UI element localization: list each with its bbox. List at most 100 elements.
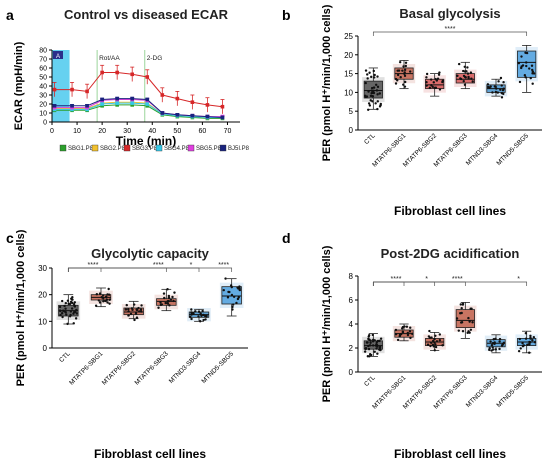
data-point [190,313,193,316]
data-point [145,75,150,79]
y-tick-label: 25 [344,32,353,41]
data-point [371,338,375,341]
y-tick-label: 2 [349,344,354,353]
x-tick-label: MTND5-SBG5 [495,374,530,409]
injection-a-box [53,51,63,59]
data-point [133,303,136,306]
data-point [124,308,128,311]
data-point [197,310,201,314]
data-point [502,87,505,90]
data-point [532,335,536,339]
data-point [372,91,376,95]
data-point [401,330,405,334]
y-tick-label: 6 [349,296,354,305]
data-point [130,96,135,101]
data-point [139,308,143,311]
data-point [376,344,379,347]
data-point [499,88,502,91]
data-point [379,348,382,352]
data-point [406,331,410,335]
data-point [108,298,111,301]
data-point [364,69,368,72]
data-point [371,344,375,347]
data-point [220,115,225,120]
data-point [403,85,407,88]
data-point [498,347,501,351]
box-body [123,307,144,316]
data-point [434,345,438,349]
data-point [400,327,404,330]
y-tick-label: 4 [349,320,354,329]
data-point [369,339,372,342]
data-point [131,308,134,312]
data-point [115,96,119,101]
x-tick-label: MTATP6-SBG3 [433,374,469,410]
significance-label: **** [452,276,463,283]
data-point [398,60,402,64]
data-point [520,55,523,58]
data-point [58,305,62,309]
x-axis-label: Fibroblast cell lines [394,204,506,218]
data-point [375,347,378,350]
y-tick-label: 60 [39,66,47,73]
data-point [235,301,238,305]
data-point [404,80,407,84]
data-point [164,301,167,305]
data-point [61,315,64,319]
data-point [438,333,442,336]
data-point [373,350,376,353]
data-point [134,312,138,315]
series-SBG5.P8 [52,97,225,119]
data-point [85,104,89,108]
data-point [72,302,76,306]
data-point [521,342,524,345]
data-point [494,348,498,351]
y-tick-label: 8 [349,272,354,281]
y-tick-label: 0 [43,120,47,127]
y-tick-label: 10 [39,111,47,118]
panel-b: b Basal glycolysis 0 5 10 15 20 25 PER (pmol H⁺/… [282,4,542,218]
data-point [375,89,379,92]
data-point [205,314,208,318]
significance-label: * [425,276,428,283]
data-point [227,290,230,294]
data-point [461,330,465,333]
data-point [231,305,234,309]
data-point [429,78,433,81]
data-point [441,79,444,83]
injection-band [52,50,70,122]
data-point [190,311,193,314]
chart-title: Post-2DG acidification [381,246,520,261]
data-point [491,91,494,94]
data-point [461,302,465,306]
data-point [429,344,432,348]
data-point [462,79,465,83]
data-point [130,72,135,77]
data-point [378,346,381,349]
data-point [192,312,195,315]
data-point [168,304,171,307]
series-BJ5I.P8 [52,96,225,120]
data-point [75,308,78,312]
data-point [524,332,528,335]
box-1 [89,287,113,308]
data-point [127,308,130,311]
data-point [531,82,534,85]
data-point [379,102,383,106]
data-point [205,114,210,119]
x-tick-label: 0 [50,128,54,135]
data-point [368,352,372,356]
data-point [469,328,473,332]
data-point [173,291,176,294]
data-point [460,321,464,324]
data-point [190,100,195,104]
data-point [127,314,130,317]
legend-label: SBG5.P8 [196,146,222,152]
data-point [370,75,373,79]
data-point [59,313,62,317]
data-point [468,331,471,334]
data-point [105,298,109,301]
data-point [70,104,74,108]
data-point [525,64,528,68]
